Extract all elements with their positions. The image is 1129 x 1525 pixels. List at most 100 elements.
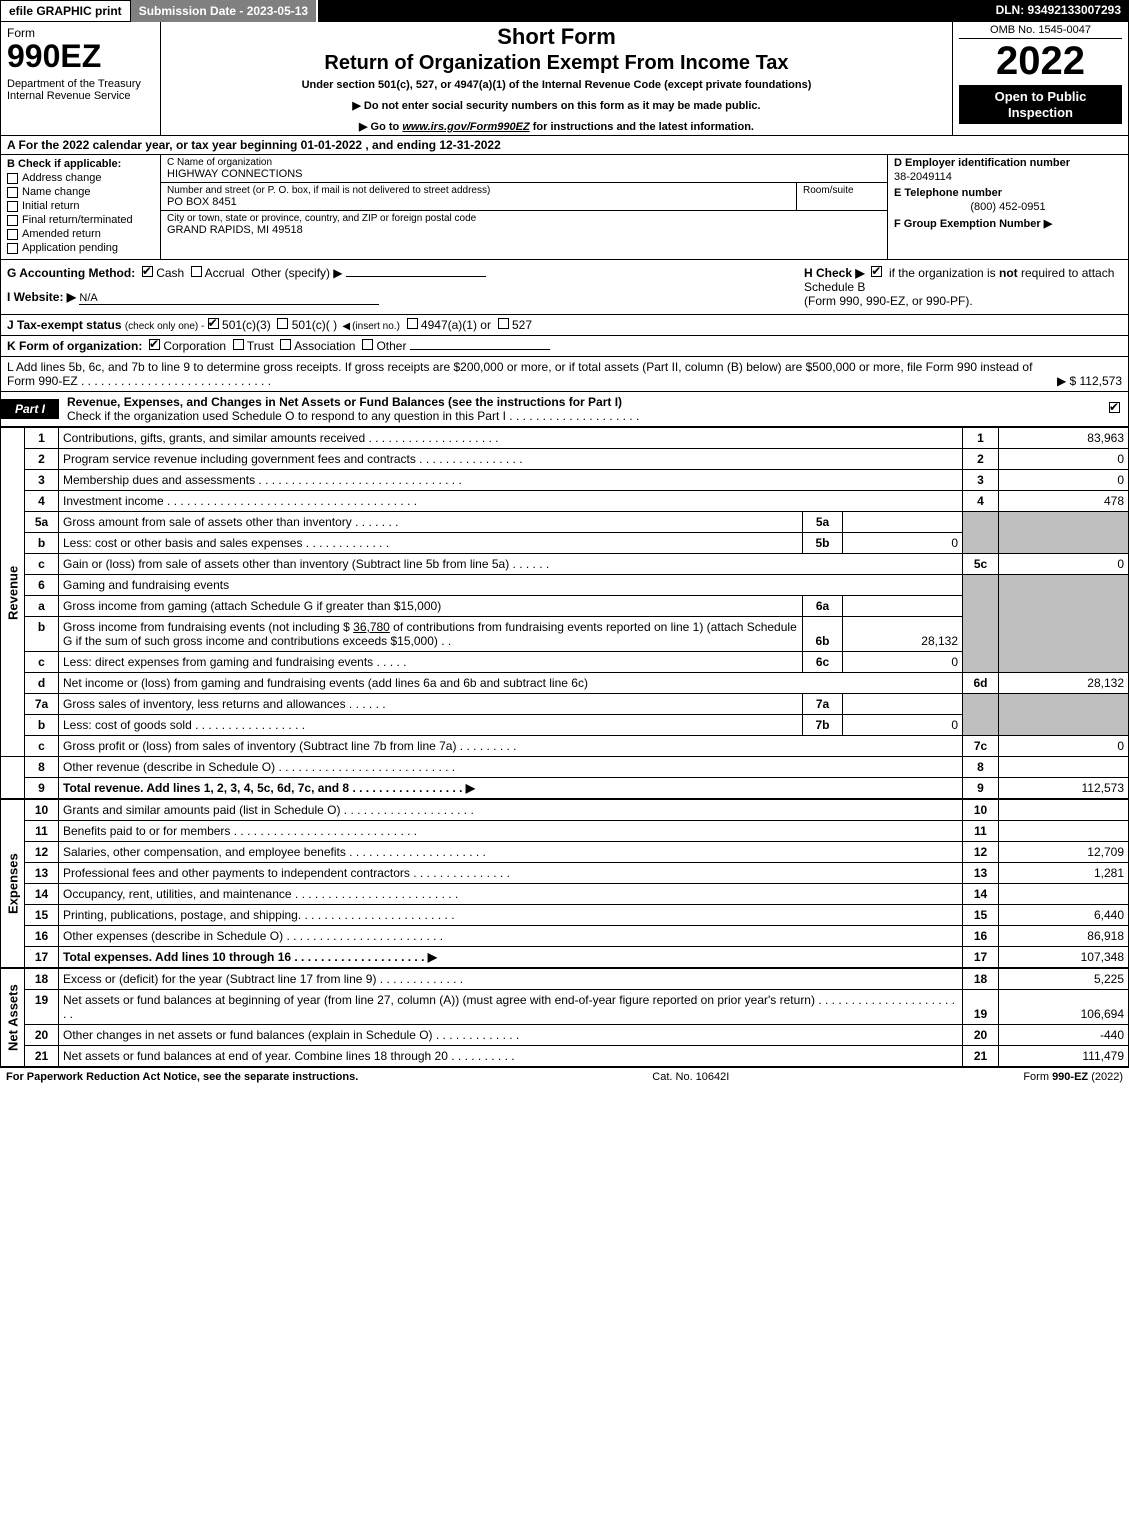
chk-amended-return[interactable]: Amended return bbox=[7, 228, 154, 240]
assoc-label: Association bbox=[294, 339, 355, 353]
line-subbox: 6a bbox=[803, 596, 843, 617]
line-amt: 106,694 bbox=[999, 990, 1129, 1025]
checkbox-527[interactable] bbox=[498, 318, 509, 329]
col-d-ein-phone: D Employer identification number 38-2049… bbox=[888, 155, 1128, 259]
chk-label: Final return/terminated bbox=[22, 214, 133, 226]
form-ref-post: (2022) bbox=[1088, 1071, 1123, 1083]
checkbox-schedule-b[interactable] bbox=[871, 266, 882, 277]
checkbox-icon[interactable] bbox=[7, 243, 18, 254]
efile-print-label[interactable]: efile GRAPHIC print bbox=[0, 0, 131, 22]
g-label: G Accounting Method: bbox=[7, 266, 135, 280]
chk-address-change[interactable]: Address change bbox=[7, 172, 154, 184]
k-label: K Form of organization: bbox=[7, 339, 142, 353]
chk-label: Address change bbox=[22, 172, 102, 184]
group-exemption-label: F Group Exemption Number ▶ bbox=[894, 217, 1122, 230]
gray-cell bbox=[999, 512, 1129, 554]
line-desc: Net assets or fund balances at beginning… bbox=[59, 990, 963, 1025]
gray-cell bbox=[999, 694, 1129, 736]
org-street: PO BOX 8451 bbox=[167, 196, 790, 208]
gray-cell bbox=[963, 694, 999, 736]
chk-final-return[interactable]: Final return/terminated bbox=[7, 214, 154, 226]
line-subbox: 6c bbox=[803, 652, 843, 673]
line-num: 11 bbox=[25, 821, 59, 842]
line-desc: Occupancy, rent, utilities, and maintena… bbox=[59, 884, 963, 905]
header-right: OMB No. 1545-0047 2022 Open to Public In… bbox=[953, 22, 1128, 135]
line-desc: Less: cost of goods sold . . . . . . . .… bbox=[59, 715, 803, 736]
chk-label: Name change bbox=[22, 186, 91, 198]
checkbox-icon[interactable] bbox=[7, 173, 18, 184]
other-specify-input[interactable] bbox=[346, 276, 486, 277]
line-num: 13 bbox=[25, 863, 59, 884]
line-amt bbox=[999, 821, 1129, 842]
org-name: HIGHWAY CONNECTIONS bbox=[167, 168, 881, 180]
line-num: 2 bbox=[25, 449, 59, 470]
line-num: 10 bbox=[25, 800, 59, 821]
checkbox-accrual[interactable] bbox=[191, 266, 202, 277]
line-desc: Less: cost or other basis and sales expe… bbox=[59, 533, 803, 554]
line-desc: Less: direct expenses from gaming and fu… bbox=[59, 652, 803, 673]
chk-application-pending[interactable]: Application pending bbox=[7, 242, 154, 254]
other-org-input[interactable] bbox=[410, 349, 550, 350]
org-room-block: Room/suite bbox=[797, 183, 887, 210]
l6b-pre: Gross income from fundraising events (no… bbox=[63, 620, 353, 634]
checkbox-icon[interactable] bbox=[7, 215, 18, 226]
line-num: 8 bbox=[25, 757, 59, 778]
line-box: 17 bbox=[963, 947, 999, 968]
line-box: 18 bbox=[963, 969, 999, 990]
dln-label: DLN: 93492133007293 bbox=[988, 0, 1129, 22]
checkbox-icon[interactable] bbox=[7, 201, 18, 212]
527-label: 527 bbox=[512, 318, 532, 332]
line-num: 12 bbox=[25, 842, 59, 863]
h-pre: H Check ▶ bbox=[804, 266, 865, 280]
line-amt: 0 bbox=[999, 736, 1129, 757]
line-subbox: 5a bbox=[803, 512, 843, 533]
chk-initial-return[interactable]: Initial return bbox=[7, 200, 154, 212]
line-desc: Net assets or fund balances at end of ye… bbox=[59, 1046, 963, 1067]
checkbox-icon[interactable] bbox=[7, 229, 18, 240]
chk-label: Amended return bbox=[22, 228, 101, 240]
checkbox-trust[interactable] bbox=[233, 339, 244, 350]
revenue-sidelabel: Revenue bbox=[1, 428, 25, 757]
note2-pre: ▶ Go to bbox=[359, 121, 402, 133]
checkbox-assoc[interactable] bbox=[280, 339, 291, 350]
header-center: Short Form Return of Organization Exempt… bbox=[161, 22, 953, 135]
revenue-sidelabel-cont bbox=[1, 757, 25, 799]
l-amount: ▶ $ 112,573 bbox=[1057, 374, 1122, 388]
line-num: 4 bbox=[25, 491, 59, 512]
ssn-warning: ▶ Do not enter social security numbers o… bbox=[167, 99, 946, 112]
checkbox-corp[interactable] bbox=[149, 339, 160, 350]
line-num: a bbox=[25, 596, 59, 617]
checkbox-501c[interactable] bbox=[277, 318, 288, 329]
chk-name-change[interactable]: Name change bbox=[7, 186, 154, 198]
line-amt: 1,281 bbox=[999, 863, 1129, 884]
checkbox-501c3[interactable] bbox=[208, 318, 219, 329]
line-desc: Total revenue. Add lines 1, 2, 3, 4, 5c,… bbox=[59, 778, 963, 799]
line-desc: Salaries, other compensation, and employ… bbox=[59, 842, 963, 863]
line-desc: Membership dues and assessments . . . . … bbox=[59, 470, 963, 491]
j-label: J Tax-exempt status bbox=[7, 318, 122, 332]
line-amt: 112,573 bbox=[999, 778, 1129, 799]
checkbox-4947[interactable] bbox=[407, 318, 418, 329]
col-b-header: B Check if applicable: bbox=[7, 158, 154, 170]
col-b-checkboxes: B Check if applicable: Address change Na… bbox=[1, 155, 161, 259]
line-box: 19 bbox=[963, 990, 999, 1025]
instructions-link[interactable]: www.irs.gov/Form990EZ bbox=[402, 121, 529, 133]
insert-no-label: (insert no.) bbox=[352, 321, 400, 332]
checkbox-icon[interactable] bbox=[7, 187, 18, 198]
accounting-method: G Accounting Method: Cash Accrual Other … bbox=[1, 260, 798, 314]
line-num: 18 bbox=[25, 969, 59, 990]
line-desc: Gross sales of inventory, less returns a… bbox=[59, 694, 803, 715]
org-city-block: City or town, state or province, country… bbox=[161, 211, 887, 238]
line-desc: Gross amount from sale of assets other t… bbox=[59, 512, 803, 533]
schedule-b-check: H Check ▶ if the organization is not req… bbox=[798, 260, 1128, 314]
line-box: 14 bbox=[963, 884, 999, 905]
line-box: 3 bbox=[963, 470, 999, 491]
phone-value: (800) 452-0951 bbox=[894, 201, 1122, 213]
checkbox-schedule-o[interactable] bbox=[1109, 402, 1120, 413]
line-desc: Professional fees and other payments to … bbox=[59, 863, 963, 884]
checkbox-other-org[interactable] bbox=[362, 339, 373, 350]
checkbox-cash[interactable] bbox=[142, 266, 153, 277]
line-desc: Gain or (loss) from sale of assets other… bbox=[59, 554, 963, 575]
form-header: Form 990EZ Department of the Treasury In… bbox=[0, 22, 1129, 136]
gray-cell bbox=[963, 575, 999, 673]
